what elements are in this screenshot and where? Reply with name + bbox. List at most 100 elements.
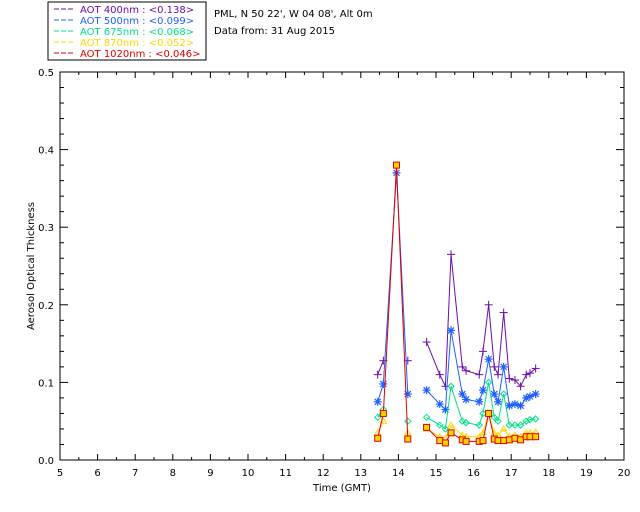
x-tick-label: 5 <box>57 468 63 479</box>
legend-entry: AOT 1020nm : <0.046> <box>80 49 200 60</box>
data-point-square <box>500 437 508 445</box>
data-point-plus <box>484 300 493 309</box>
y-tick-label: 0.2 <box>38 301 54 312</box>
series-line-segment <box>497 366 505 402</box>
data-point-plus <box>531 364 540 373</box>
legend-entry: AOT 500nm : <0.099> <box>80 16 194 27</box>
data-point-square <box>447 429 455 437</box>
series-line-segment <box>382 165 398 414</box>
data-point-asterisk <box>475 397 484 406</box>
series-line-segment <box>478 351 484 375</box>
data-point-asterisk <box>422 386 431 395</box>
series-line-segment <box>503 393 510 426</box>
series-line-segment <box>482 382 490 414</box>
data-point-square <box>526 433 534 441</box>
series-line-segment <box>450 330 463 395</box>
series-line-segment <box>497 393 505 422</box>
data-point-square <box>462 437 470 445</box>
data-point-diamond <box>458 417 467 425</box>
series-line-segment <box>488 304 495 367</box>
series-line-segment <box>482 413 490 441</box>
data-point-plus <box>403 356 412 365</box>
data-point-diamond <box>374 413 382 422</box>
data-point-diamond <box>484 378 493 387</box>
data-point-plus <box>373 370 382 379</box>
data-point-square <box>404 435 412 443</box>
x-tick-label: 16 <box>467 468 480 479</box>
series-line-segment <box>482 359 490 391</box>
data-point-plus <box>499 308 508 317</box>
x-tick-label: 20 <box>618 468 631 479</box>
data-point-square <box>393 161 401 169</box>
data-point-plus <box>435 370 444 379</box>
series-line-segment <box>488 413 495 440</box>
data-point-square <box>485 409 493 417</box>
x-tick-label: 12 <box>317 468 330 479</box>
data-point-asterisk <box>490 390 499 399</box>
y-tick-label: 0.1 <box>38 378 54 389</box>
data-point-plus <box>458 362 467 371</box>
series-line-segment <box>529 431 536 434</box>
legend-entry: AOT 675nm : <0.068> <box>80 27 194 38</box>
x-tick-label: 9 <box>207 468 213 479</box>
data-point-square <box>517 436 525 444</box>
x-tick-label: 15 <box>430 468 443 479</box>
series-line-segment <box>461 366 467 372</box>
x-tick-label: 7 <box>132 468 138 479</box>
data-point-diamond <box>511 421 519 429</box>
data-point-diamond <box>441 425 450 433</box>
data-point-asterisk <box>510 400 519 409</box>
data-point-asterisk <box>484 355 493 364</box>
series-line-segment <box>478 390 484 402</box>
data-point-diamond <box>505 421 514 429</box>
data-point-asterisk <box>458 390 467 399</box>
series-line-segment <box>439 424 446 430</box>
series-2 <box>374 378 540 433</box>
data-point-square <box>379 409 387 417</box>
x-tick-label: 14 <box>392 468 405 479</box>
data-point-plus <box>526 369 534 378</box>
legend-entry: AOT 400nm : <0.138> <box>80 5 194 16</box>
x-tick-label: 17 <box>505 468 518 479</box>
data-point-plus <box>516 382 525 391</box>
data-point-square <box>479 437 487 445</box>
data-point-square <box>436 437 444 445</box>
data-point-diamond <box>475 421 483 429</box>
series-line-segment <box>444 386 452 430</box>
series-line-segment <box>493 366 499 375</box>
plot-frame <box>59 71 625 461</box>
data-point-plus <box>447 250 456 259</box>
series-1 <box>373 168 540 414</box>
data-point-plus <box>510 376 519 385</box>
data-point-diamond <box>462 419 470 427</box>
series-line-segment <box>377 360 384 375</box>
series-4 <box>374 161 540 447</box>
axis-ticks: 5 6 7 8 9 10 11 12 13 14 15 16 17 18 19 20 0.0 0.1 0.2 0.3 0… <box>38 68 630 479</box>
series-line-segment <box>482 304 490 352</box>
data-point-square <box>441 439 449 447</box>
data-point-diamond <box>490 413 498 422</box>
series-line-segment <box>444 330 452 410</box>
series-line-segment <box>426 341 441 375</box>
data-point-plus <box>475 370 484 379</box>
series-line-segment <box>520 420 527 426</box>
series-line-segment <box>465 370 480 376</box>
date-info: Data from: 31 Aug 2015 <box>214 26 335 37</box>
y-axis-title: Aerosol Optical Thickness <box>26 202 37 330</box>
x-axis-title: Time (GMT) <box>312 483 371 494</box>
x-tick-label: 18 <box>542 468 555 479</box>
series-layer <box>373 161 540 447</box>
legend: AOT 400nm : <0.138>AOT 500nm : <0.099>AO… <box>47 1 207 61</box>
x-tick-label: 6 <box>94 468 100 479</box>
series-line-segment <box>488 382 495 418</box>
data-point-diamond <box>436 421 444 429</box>
x-tick-label: 19 <box>580 468 593 479</box>
series-line-segment <box>396 165 409 440</box>
data-point-plus <box>479 347 487 356</box>
x-tick-label: 13 <box>354 468 367 479</box>
data-point-asterisk <box>447 326 456 335</box>
data-point-asterisk <box>403 390 412 399</box>
series-line-segment <box>503 366 510 406</box>
data-point-plus <box>462 366 471 375</box>
